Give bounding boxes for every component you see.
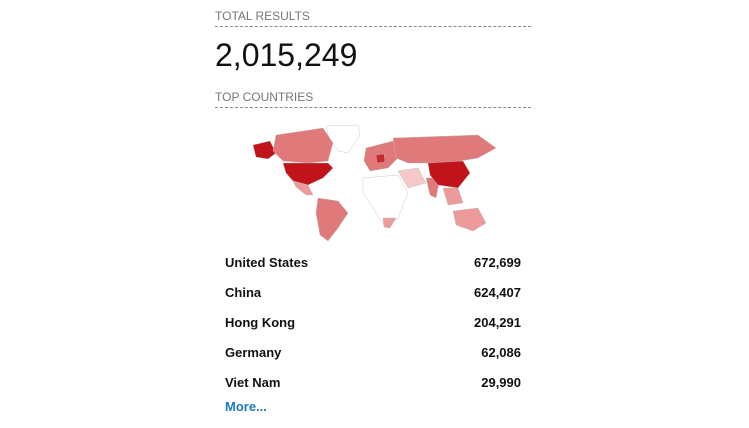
country-row[interactable]: United States 672,699 (225, 248, 521, 278)
country-name: Hong Kong (225, 315, 296, 330)
map-south-america (315, 197, 349, 242)
country-list: United States 672,699 China 624,407 Hong K… (225, 248, 521, 414)
map-australia (452, 207, 487, 232)
map-southeast-asia (442, 187, 464, 206)
country-count: 204,291 (474, 315, 521, 330)
map-russia (392, 134, 497, 164)
country-name: Germany (225, 345, 282, 360)
map-alaska (252, 140, 277, 160)
country-count: 62,086 (481, 345, 521, 360)
total-results-value: 2,015,249 (215, 37, 358, 73)
map-canada (272, 127, 334, 164)
total-results-label: TOTAL RESULTS (215, 0, 531, 27)
map-usa (282, 162, 334, 186)
country-name: United States (225, 255, 309, 270)
country-row[interactable]: Hong Kong 204,291 (225, 308, 521, 338)
map-germany (375, 153, 386, 164)
more-link[interactable]: More... (225, 399, 267, 414)
country-count: 29,990 (481, 375, 521, 390)
country-name: Viet Nam (225, 375, 281, 390)
country-name: China (225, 285, 262, 300)
results-panel: TOTAL RESULTS 2,015,249 TOP COUNTRIES Un… (215, 0, 531, 414)
country-count: 624,407 (474, 285, 521, 300)
map-mexico (292, 180, 314, 196)
country-row[interactable]: China 624,407 (225, 278, 521, 308)
country-row[interactable]: Germany 62,086 (225, 338, 521, 368)
top-countries-label: TOP COUNTRIES (215, 81, 531, 108)
map-south-africa (382, 217, 397, 229)
country-row[interactable]: Viet Nam 29,990 (225, 368, 521, 398)
country-count: 672,699 (474, 255, 521, 270)
world-map[interactable] (248, 123, 498, 243)
map-greenland (325, 124, 361, 154)
map-middle-east (397, 167, 427, 189)
